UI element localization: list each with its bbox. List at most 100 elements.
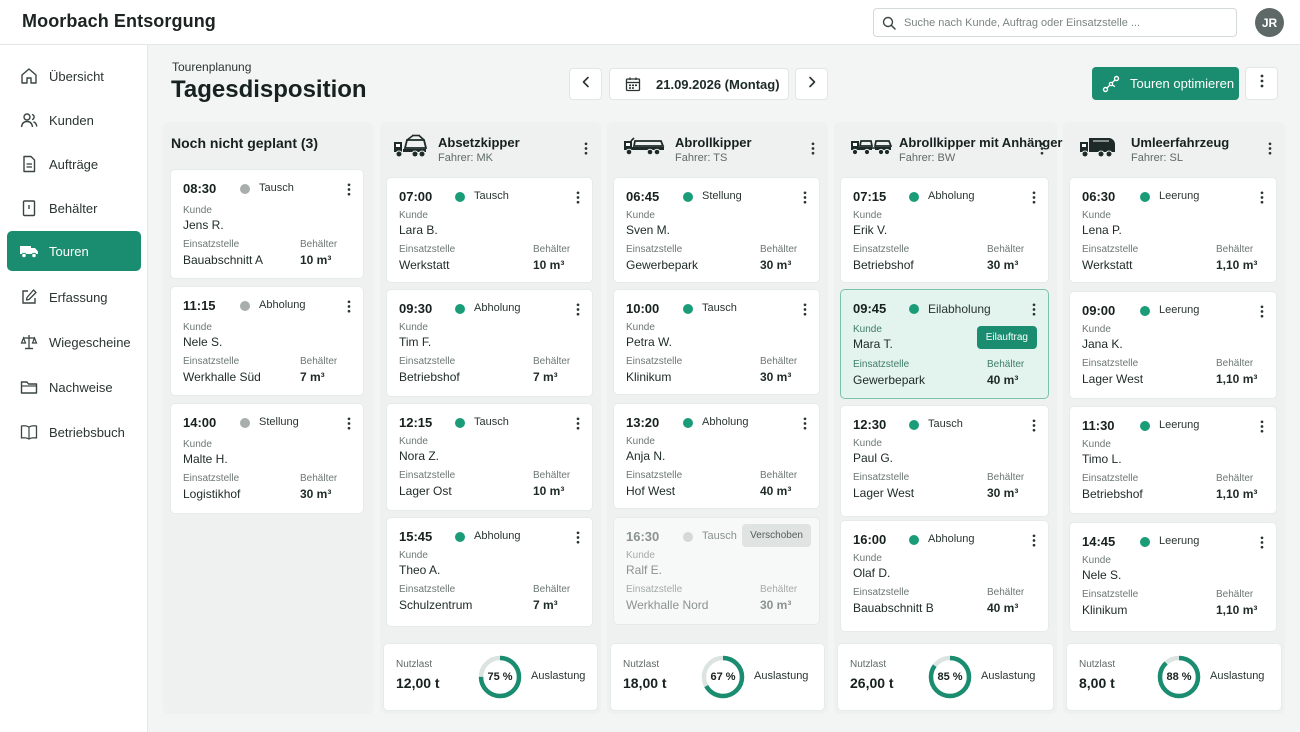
job-card[interactable]: 12:15 Tausch Kunde Nora Z. Einsatzstelle Lage…	[387, 404, 592, 510]
container-label: Behälter	[533, 470, 571, 481]
job-time: 09:00	[1082, 303, 1116, 318]
job-card[interactable]: 10:00 Tausch Kunde Petra W. Einsatzstelle Kli…	[614, 290, 819, 394]
container-size: 1,10 m³	[1216, 487, 1258, 501]
site-name: Gewerbepark	[853, 373, 926, 387]
vehicle-summary: Nutzlast 12,00 t 75 % Auslastung	[384, 644, 597, 710]
card-menu-button[interactable]	[797, 414, 813, 432]
job-card[interactable]: 11:15 Abholung Kunde Nele S. Einsatzstelle We…	[171, 287, 363, 395]
kebab-menu-icon	[803, 302, 807, 316]
column-menu-button[interactable]	[1033, 138, 1051, 158]
job-card[interactable]: 07:00 Tausch Kunde Lara B. Einsatzstelle Werk…	[387, 178, 592, 282]
sidebar-item-kunden[interactable]: Kunden	[7, 100, 141, 140]
optimize-tours-button[interactable]: Touren optimieren	[1092, 67, 1239, 100]
customer-label: Kunde	[626, 210, 655, 221]
container-size: 30 m³	[300, 487, 332, 501]
site-name: Klinikum	[1082, 603, 1128, 617]
column-menu-button[interactable]	[804, 138, 822, 158]
service-type: Abholung	[474, 530, 521, 542]
card-menu-button[interactable]	[1254, 188, 1270, 206]
job-card[interactable]: 13:20 Abholung Kunde Anja N. Einsatzstelle Ho…	[614, 404, 819, 508]
job-time: 09:45	[853, 301, 887, 316]
card-menu-button[interactable]	[570, 300, 586, 318]
customer-label: Kunde	[853, 438, 882, 449]
container-size: 40 m³	[760, 484, 792, 498]
column-menu-button[interactable]	[1261, 138, 1279, 158]
customer-name: Nora Z.	[399, 449, 440, 463]
vehicle-summary: Nutzlast 18,00 t 67 % Auslastung	[611, 644, 824, 710]
status-dot	[909, 535, 919, 545]
status-dot	[909, 192, 919, 202]
customer-label: Kunde	[626, 550, 655, 561]
job-card[interactable]: 16:30 Tausch Kunde Ralf E. Einsatzstelle Werk…	[614, 518, 819, 624]
job-card[interactable]: 07:15 Abholung Kunde Erik V. Einsatzstelle Be…	[841, 178, 1048, 282]
job-card[interactable]: 06:45 Stellung Kunde Sven M. Einsatzstelle Ge…	[614, 178, 819, 282]
job-time: 16:00	[853, 532, 887, 547]
customer-label: Kunde	[399, 550, 428, 561]
card-menu-button[interactable]	[570, 188, 586, 206]
job-card[interactable]: 09:45 Eilabholung Kunde Mara T. Einsatzstell…	[841, 290, 1048, 398]
container-label: Behälter	[987, 359, 1025, 370]
job-card[interactable]: 08:30 Tausch Kunde Jens R. Einsatzstelle Baua…	[171, 170, 363, 278]
container-label: Behälter	[987, 244, 1025, 255]
site-label: Einsatzstelle	[853, 244, 910, 255]
previous-day-button[interactable]	[569, 68, 602, 100]
document-icon	[7, 144, 49, 184]
more-options-button[interactable]	[1245, 67, 1278, 100]
customer-name: Nele S.	[1082, 568, 1122, 582]
service-type: Stellung	[702, 190, 742, 202]
job-card[interactable]: 09:00 Leerung Kunde Jana K. Einsatzstelle Lag…	[1070, 292, 1276, 398]
sidebar-item-erfassung[interactable]: Erfassung	[7, 277, 141, 317]
breadcrumb[interactable]: Tourenplanung	[172, 60, 252, 74]
sidebar-item-touren[interactable]: Touren	[7, 231, 141, 271]
card-menu-button[interactable]	[1026, 188, 1042, 206]
container-label: Behälter	[760, 244, 798, 255]
site-label: Einsatzstelle	[183, 356, 240, 367]
card-menu-button[interactable]	[341, 414, 357, 432]
column-menu-button[interactable]	[577, 138, 595, 158]
kebab-menu-icon	[576, 416, 580, 430]
job-card[interactable]: 06:30 Leerung Kunde Lena P. Einsatzstelle Wer…	[1070, 178, 1276, 282]
card-menu-button[interactable]	[341, 180, 357, 198]
job-card[interactable]: 14:45 Leerung Kunde Nele S. Einsatzstelle Kli…	[1070, 523, 1276, 631]
sidebar-item-uebersicht[interactable]: Übersicht	[7, 56, 141, 96]
job-card[interactable]: 16:00 Abholung Kunde Olaf D. Einsatzstelle Ba…	[841, 521, 1048, 631]
card-menu-button[interactable]	[1026, 416, 1042, 434]
card-menu-button[interactable]	[570, 414, 586, 432]
card-menu-button[interactable]	[1254, 302, 1270, 320]
card-menu-button[interactable]	[570, 528, 586, 546]
container-label: Behälter	[533, 356, 571, 367]
refuse-truck-icon	[1079, 134, 1117, 158]
sidebar-item-behaelter[interactable]: Behälter	[7, 188, 141, 228]
sidebar-item-betriebsbuch[interactable]: Betriebsbuch	[7, 412, 141, 452]
card-menu-button[interactable]	[1026, 531, 1042, 549]
sidebar-item-wiegescheine[interactable]: Wiegescheine	[7, 322, 141, 362]
site-name: Gewerbepark	[626, 258, 699, 272]
card-menu-button[interactable]	[797, 300, 813, 318]
kebab-menu-icon	[1260, 535, 1264, 549]
job-card[interactable]: 09:30 Abholung Kunde Tim F. Einsatzstelle Bet…	[387, 290, 592, 396]
job-card[interactable]: 11:30 Leerung Kunde Timo L. Einsatzstelle Bet…	[1070, 407, 1276, 513]
job-card[interactable]: 12:30 Tausch Kunde Paul G. Einsatzstelle Lage…	[841, 406, 1048, 516]
job-card[interactable]: 15:45 Abholung Kunde Theo A. Einsatzstelle Sc…	[387, 518, 592, 626]
site-name: Lager West	[853, 486, 915, 500]
search-box[interactable]	[873, 8, 1237, 37]
job-card[interactable]: 14:00 Stellung Kunde Malte H. Einsatzstelle L…	[171, 404, 363, 513]
container-label: Behälter	[300, 356, 338, 367]
user-avatar[interactable]: JR	[1255, 8, 1284, 37]
date-picker[interactable]: 21.09.2026 (Montag)	[609, 68, 789, 100]
card-menu-button[interactable]	[1026, 300, 1042, 318]
site-name: Betriebshof	[1082, 487, 1143, 501]
sidebar-item-auftraege[interactable]: Aufträge	[7, 144, 141, 184]
card-menu-button[interactable]	[1254, 533, 1270, 551]
card-menu-button[interactable]	[1254, 417, 1270, 435]
search-input[interactable]	[904, 16, 1224, 29]
customer-name: Ralf E.	[626, 563, 663, 577]
kebab-menu-icon	[1260, 419, 1264, 433]
card-menu-button[interactable]	[797, 188, 813, 206]
container-label: Behälter	[1216, 358, 1254, 369]
site-name: Lager West	[1082, 372, 1144, 386]
card-menu-button[interactable]	[341, 297, 357, 315]
container-label: Behälter	[760, 356, 798, 367]
sidebar-item-nachweise[interactable]: Nachweise	[7, 367, 141, 407]
next-day-button[interactable]	[795, 68, 828, 100]
